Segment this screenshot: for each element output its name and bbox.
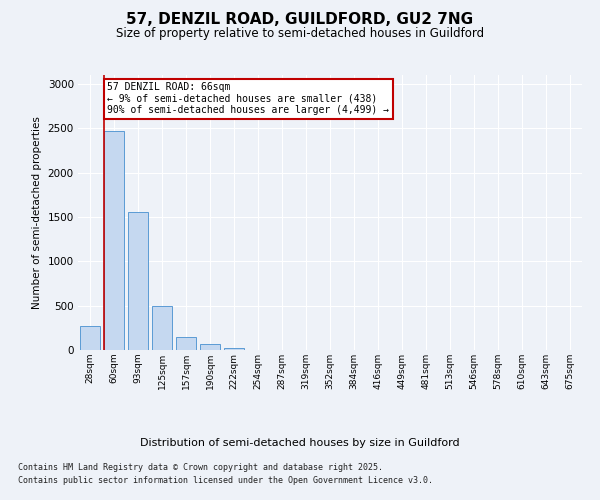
Bar: [128, 212, 148, 350]
Bar: [200, 344, 220, 350]
Text: 57 DENZIL ROAD: 66sqm
← 9% of semi-detached houses are smaller (438)
90% of semi: 57 DENZIL ROAD: 66sqm ← 9% of semi-detac…: [107, 82, 389, 116]
Text: Distribution of semi-detached houses by size in Guildford: Distribution of semi-detached houses by …: [140, 438, 460, 448]
Bar: [104, 131, 124, 350]
Text: 57, DENZIL ROAD, GUILDFORD, GU2 7NG: 57, DENZIL ROAD, GUILDFORD, GU2 7NG: [127, 12, 473, 28]
Bar: [152, 306, 172, 350]
Bar: [80, 326, 100, 350]
Text: Size of property relative to semi-detached houses in Guildford: Size of property relative to semi-detach…: [116, 28, 484, 40]
Text: Contains HM Land Registry data © Crown copyright and database right 2025.: Contains HM Land Registry data © Crown c…: [18, 464, 383, 472]
Text: Contains public sector information licensed under the Open Government Licence v3: Contains public sector information licen…: [18, 476, 433, 485]
Bar: [176, 337, 196, 350]
Y-axis label: Number of semi-detached properties: Number of semi-detached properties: [32, 116, 42, 309]
Bar: [224, 348, 244, 350]
